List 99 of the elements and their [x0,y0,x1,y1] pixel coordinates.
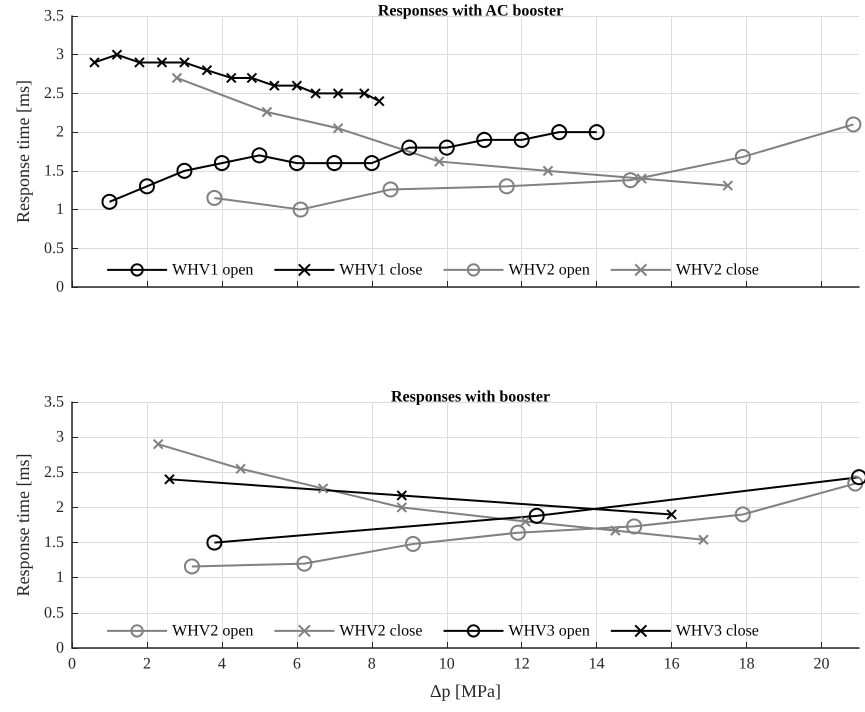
point [845,116,862,132]
x-tick-label: 2 [142,656,151,672]
point [610,525,621,536]
point [261,106,272,118]
x-tick-label: 14 [588,656,605,672]
point [164,474,175,485]
chart-title: Responses with booster [390,388,550,406]
y-tick-label: 2.5 [44,464,64,481]
legend-label: WHV3 close [676,622,759,640]
point [288,155,305,172]
point [588,124,605,140]
point [206,534,222,551]
point [214,155,230,172]
y-tick-label: 3.5 [44,8,64,24]
point [438,140,455,156]
point [178,56,190,68]
y-tick-label: 1 [56,569,64,586]
x-tick-label: 8 [368,656,376,672]
point [332,122,344,134]
y-tick-label: 1.5 [44,162,64,180]
point [326,155,342,172]
x-tick-label: 4 [218,656,226,672]
y-tick-label: 0.5 [44,240,64,257]
legend-label: WHV2 open [172,622,254,640]
point [734,148,751,165]
x-axis-title: Δp [MPa] [430,681,502,701]
point [476,132,492,148]
point [698,534,709,546]
point [514,132,530,148]
x-tick-label: 12 [514,656,530,672]
point [401,140,418,156]
point [382,181,399,198]
point [201,64,212,76]
point [666,508,678,520]
point [520,516,531,527]
point [542,165,554,176]
point [510,524,526,541]
point [734,506,751,522]
legend-label: WHV2 close [339,622,423,640]
point [156,56,168,68]
point [235,463,246,474]
y-tick-label: 2 [56,498,64,516]
y-tick-label: 1.5 [44,534,64,552]
y-tick-label: 1 [56,201,64,218]
point [88,56,100,68]
point [310,88,322,99]
point [176,162,192,179]
y-tick-label: 0 [56,278,64,296]
point [101,194,118,210]
x-tick-label: 10 [438,656,455,672]
legend-label: WHV2 open [508,261,590,278]
point [291,80,302,92]
y-tick-label: 3 [56,46,64,64]
point [138,178,155,194]
point [364,155,380,172]
x-tick-label: 6 [292,656,301,672]
point [551,124,568,140]
legend-label: WHV1 open [172,261,254,278]
point [268,80,280,92]
point [184,558,200,574]
y-tick-label: 2.5 [44,84,64,102]
point [847,476,864,492]
x-tick-label: 20 [814,656,830,672]
point [626,518,642,534]
y-axis-title: Response time [ms] [13,454,33,596]
legend-label: WHV2 close [676,261,759,278]
point [374,96,385,107]
point [171,72,182,84]
point [296,556,312,572]
y-tick-label: 0.5 [44,604,64,622]
point [498,178,515,194]
chart-title: Responses with AC booster [378,2,564,20]
y-axis-title: Response time [ms] [13,80,33,223]
point [111,49,122,60]
point [226,72,237,84]
point [246,72,258,84]
point [434,156,445,168]
x-tick-label: 16 [664,656,680,672]
point [396,490,408,501]
x-tick-label: 18 [738,656,755,672]
point [152,438,164,450]
point [292,202,309,218]
y-tick-label: 2 [56,124,64,141]
point [332,88,344,99]
point [318,482,329,494]
point [251,147,268,164]
point [396,502,408,513]
y-tick-label: 3.5 [44,394,64,410]
legend-label: WHV3 open [508,622,590,640]
y-tick-label: 0 [56,640,64,656]
point [405,536,422,552]
point [722,180,734,192]
y-tick-label: 3 [56,428,64,446]
point [134,56,145,68]
point [206,190,222,206]
legend-label: WHV1 close [339,261,423,278]
point [528,508,545,524]
point [358,88,370,99]
x-tick-label: 0 [68,656,76,672]
